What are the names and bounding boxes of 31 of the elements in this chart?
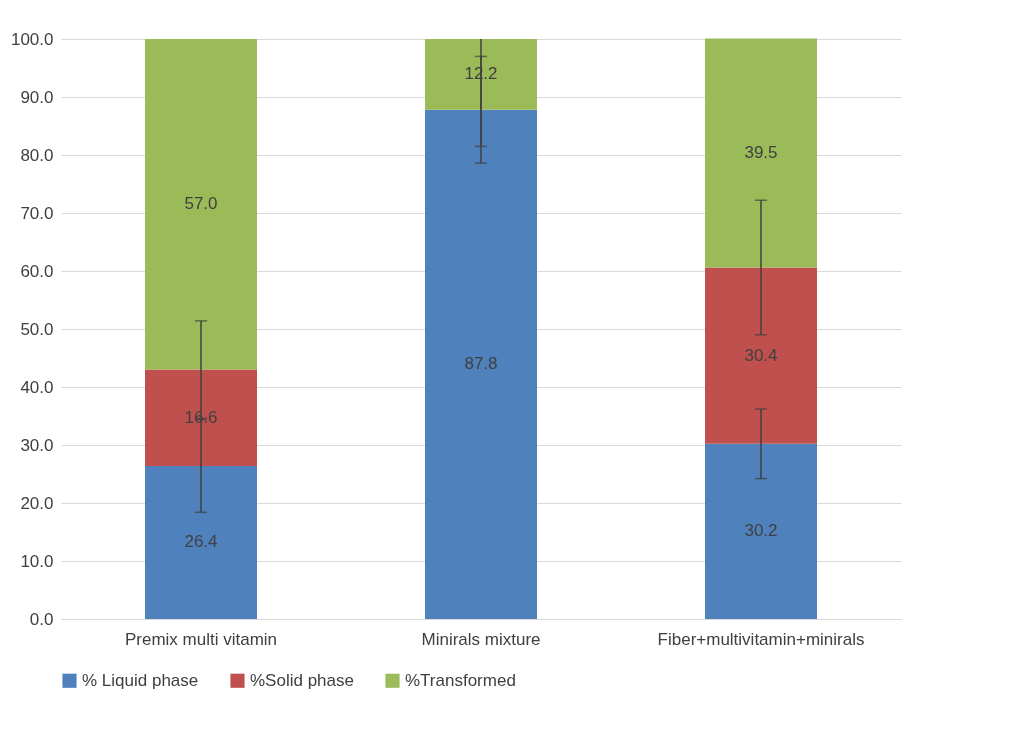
y-tick-label: 100.0 <box>10 29 54 49</box>
bar <box>145 465 257 619</box>
bar <box>425 39 537 110</box>
data-label: 30.4 <box>744 345 778 365</box>
y-tick-label: 60.0 <box>20 261 54 281</box>
x-tick-label: Minirals mixture <box>421 629 541 649</box>
y-tick-label: 30.0 <box>20 435 54 455</box>
x-tick-label: Fiber+multivitamin+minirals <box>657 629 865 649</box>
bar <box>705 443 817 619</box>
y-tick-label: 10.0 <box>20 551 54 571</box>
data-label: 30.2 <box>744 521 778 541</box>
y-tick-label: 50.0 <box>20 319 54 339</box>
data-label: 57.0 <box>184 194 218 214</box>
bar <box>145 369 257 466</box>
data-label: 39.5 <box>744 142 778 162</box>
bar <box>705 267 817 444</box>
bar <box>425 109 537 619</box>
legend-label: %Transformed <box>405 670 516 690</box>
y-tick-label: 20.0 <box>20 493 54 513</box>
legend-label: %Solid phase <box>250 670 354 690</box>
y-tick-label: 90.0 <box>20 87 54 107</box>
y-tick-label: 70.0 <box>20 203 54 223</box>
data-label: 26.4 <box>184 532 218 552</box>
y-tick-label: 80.0 <box>20 145 54 165</box>
y-tick-label: 40.0 <box>20 377 54 397</box>
legend-label: % Liquid phase <box>82 670 199 690</box>
bar <box>145 39 257 370</box>
y-tick-label: 0.0 <box>29 609 54 629</box>
data-label: 87.8 <box>464 354 498 374</box>
x-tick-label: Premix multi vitamin <box>124 629 278 649</box>
bar <box>705 38 817 268</box>
